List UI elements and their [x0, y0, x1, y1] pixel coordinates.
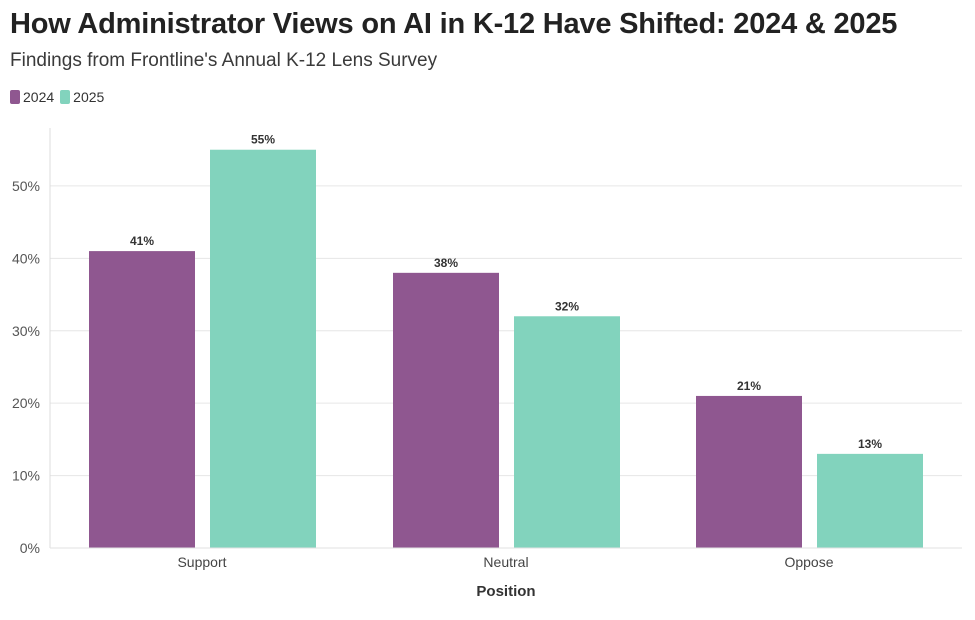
bar-value-label: 55%	[251, 133, 275, 147]
bar-neutral-2024	[393, 272, 499, 548]
legend-label-2024: 2024	[23, 89, 55, 105]
bar-value-label: 38%	[434, 256, 458, 270]
legend-swatch-2025	[60, 90, 71, 104]
bar-neutral-2025	[514, 316, 620, 548]
bar-value-label: 13%	[858, 437, 882, 451]
y-tick-label: 10%	[12, 468, 40, 484]
y-tick-label: 30%	[12, 323, 40, 339]
bar-value-label: 21%	[737, 379, 761, 393]
legend-label-2025: 2025	[73, 89, 105, 105]
bar-support-2024	[89, 251, 195, 548]
x-tick-label: Neutral	[483, 554, 528, 570]
x-axis-title: Position	[476, 583, 535, 600]
legend-item-2025: 2025	[60, 89, 104, 105]
y-tick-label: 50%	[12, 178, 40, 194]
chart-subtitle: Findings from Frontline's Annual K-12 Le…	[10, 50, 438, 71]
bar-oppose-2024	[696, 395, 802, 548]
bar-value-label: 41%	[130, 234, 154, 248]
y-tick-label: 20%	[12, 395, 40, 411]
x-tick-label: Support	[177, 554, 226, 570]
legend-item-2024: 2024	[10, 89, 54, 105]
y-tick-label: 40%	[12, 250, 40, 266]
legend-swatch-2024	[10, 90, 20, 104]
bar-support-2025	[210, 149, 316, 549]
bar-oppose-2025	[817, 453, 923, 548]
y-tick-label: 0%	[20, 540, 40, 556]
chart-title: How Administrator Views on AI in K-12 Ha…	[10, 8, 898, 40]
legend: 2024 2025	[10, 89, 104, 105]
x-tick-label: Oppose	[784, 554, 833, 570]
bar-value-label: 32%	[555, 299, 579, 313]
